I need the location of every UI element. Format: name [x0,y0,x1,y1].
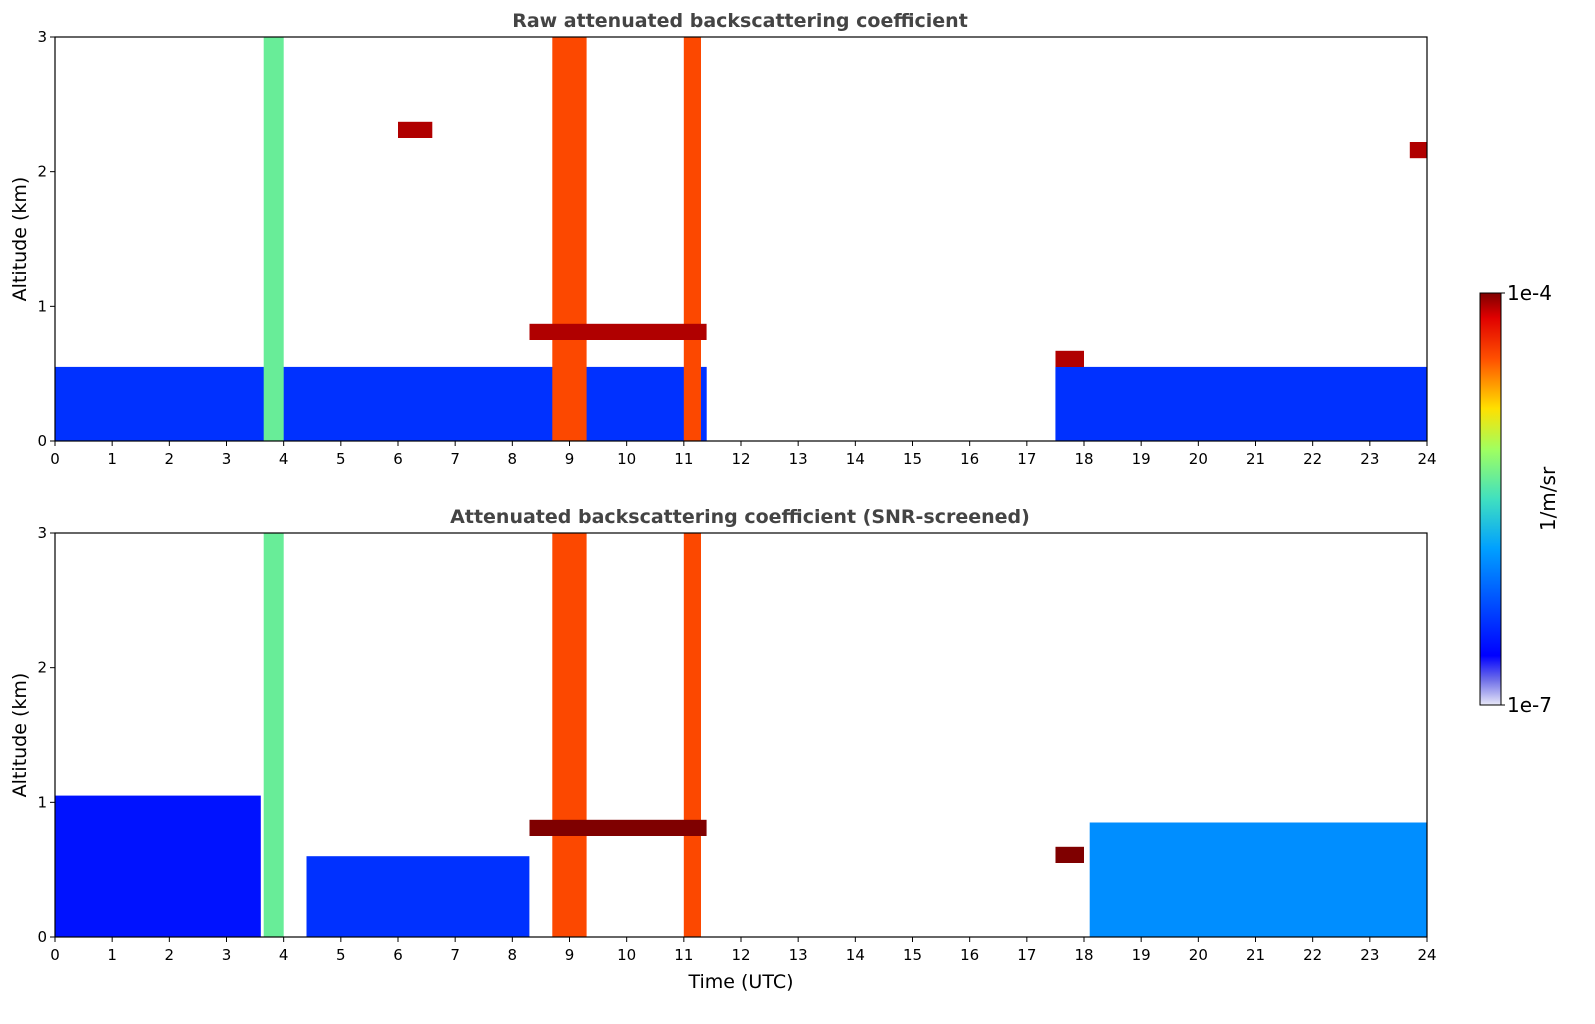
x-tick-label: 12 [731,946,750,964]
x-tick-label: 19 [1132,450,1151,468]
heatmap-feature [1055,350,1084,367]
x-tick-label: 8 [508,450,518,468]
x-tick-label: 9 [565,450,575,468]
x-tick-label: 9 [565,946,575,964]
colorbar-max-label: 1e-4 [1507,281,1552,305]
colorbar-gradient [1479,292,1502,706]
x-tick-label: 11 [674,946,693,964]
heatmap-feature [306,856,530,937]
heatmap-feature [552,533,587,937]
x-tick-label: 0 [50,946,60,964]
y-tick-label: 2 [37,659,47,677]
heatmap-area [55,37,1427,441]
y-tick-label: 3 [37,28,47,46]
heatmap-feature [1409,142,1427,159]
heatmap-feature [1055,846,1084,863]
y-axis-label: Altitude (km) [9,177,31,302]
heatmap-feature [529,819,707,836]
x-tick-label: 14 [846,946,865,964]
heatmap-feature [529,323,707,340]
x-tick-label: 12 [731,450,750,468]
x-tick-label: 22 [1303,946,1322,964]
x-tick-label: 11 [674,450,693,468]
heatmap-feature [683,533,701,937]
heatmap-feature [263,533,284,937]
x-tick-label: 20 [1189,946,1208,964]
panel-title: Raw attenuated backscattering coefficien… [512,10,968,32]
snr-screened-panel: Attenuated backscattering coefficient (S… [9,506,1437,993]
heatmap-area [55,533,1427,937]
x-tick-label: 14 [846,450,865,468]
x-tick-label: 0 [50,450,60,468]
y-axis-ticks: 0 1 2 3 [37,28,55,450]
panel-title: Attenuated backscattering coefficient (S… [450,506,1030,528]
x-tick-label: 1 [107,946,117,964]
heatmap-feature [1089,822,1427,937]
x-tick-label: 3 [222,450,232,468]
y-tick-label: 3 [37,524,47,542]
x-axis-ticks: 0 1 2 3 4 5 6 7 8 9 10 11 12 13 14 15 16 17 18 19 20 21 22 23 24 [50,441,1437,468]
heatmap-feature [398,121,433,138]
x-tick-label: 2 [165,946,175,964]
x-tick-label: 17 [1017,450,1036,468]
colorbar-min-label: 1e-7 [1507,693,1552,717]
x-tick-label: 18 [1074,450,1093,468]
y-axis-label: Altitude (km) [9,673,31,798]
x-tick-label: 5 [336,946,346,964]
x-tick-label: 6 [393,450,403,468]
x-tick-label: 24 [1417,946,1436,964]
x-tick-label: 4 [279,450,289,468]
x-tick-label: 6 [393,946,403,964]
x-tick-label: 2 [165,450,175,468]
heatmap-feature [263,37,284,441]
x-tick-label: 20 [1189,450,1208,468]
y-tick-label: 2 [37,163,47,181]
x-tick-label: 13 [789,450,808,468]
x-tick-label: 22 [1303,450,1322,468]
heatmap-feature [552,37,587,441]
x-tick-label: 16 [960,946,979,964]
x-tick-label: 8 [508,946,518,964]
colorbar-units-label: 1/m/sr [1536,466,1560,531]
x-tick-label: 1 [107,450,117,468]
x-tick-label: 7 [450,946,460,964]
x-tick-label: 23 [1360,450,1379,468]
no-data-gap [706,37,1056,441]
no-data-gap [706,533,1056,937]
x-tick-label: 19 [1132,946,1151,964]
x-tick-label: 3 [222,946,232,964]
x-tick-label: 5 [336,450,346,468]
y-tick-label: 1 [37,297,47,315]
x-tick-label: 23 [1360,946,1379,964]
heatmap-feature [55,795,261,937]
x-tick-label: 17 [1017,946,1036,964]
y-tick-label: 0 [37,928,47,946]
y-tick-label: 1 [37,793,47,811]
y-tick-label: 0 [37,432,47,450]
x-tick-label: 13 [789,946,808,964]
x-tick-label: 4 [279,946,289,964]
x-tick-label: 10 [617,450,636,468]
x-tick-label: 16 [960,450,979,468]
x-tick-label: 15 [903,450,922,468]
colorbar: 1e-4 1e-7 1/m/sr [1479,281,1560,717]
raw-backscatter-panel: Raw attenuated backscattering coefficien… [9,10,1437,468]
x-axis-ticks: 0 1 2 3 4 5 6 7 8 9 10 11 12 13 14 15 16 17 18 19 20 21 22 23 24 [50,937,1437,964]
x-tick-label: 7 [450,450,460,468]
y-axis-ticks: 0 1 2 3 [37,524,55,946]
x-tick-label: 18 [1074,946,1093,964]
x-axis-label: Time (UTC) [687,971,793,993]
x-tick-label: 24 [1417,450,1436,468]
x-tick-label: 15 [903,946,922,964]
x-tick-label: 21 [1246,946,1265,964]
x-tick-label: 21 [1246,450,1265,468]
heatmap-feature [683,37,701,441]
x-tick-label: 10 [617,946,636,964]
